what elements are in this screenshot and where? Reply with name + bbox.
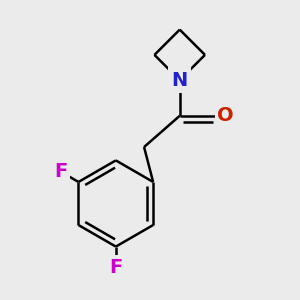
Text: N: N bbox=[172, 71, 188, 90]
Text: F: F bbox=[54, 162, 67, 181]
Text: O: O bbox=[218, 106, 234, 125]
Text: F: F bbox=[109, 258, 122, 277]
